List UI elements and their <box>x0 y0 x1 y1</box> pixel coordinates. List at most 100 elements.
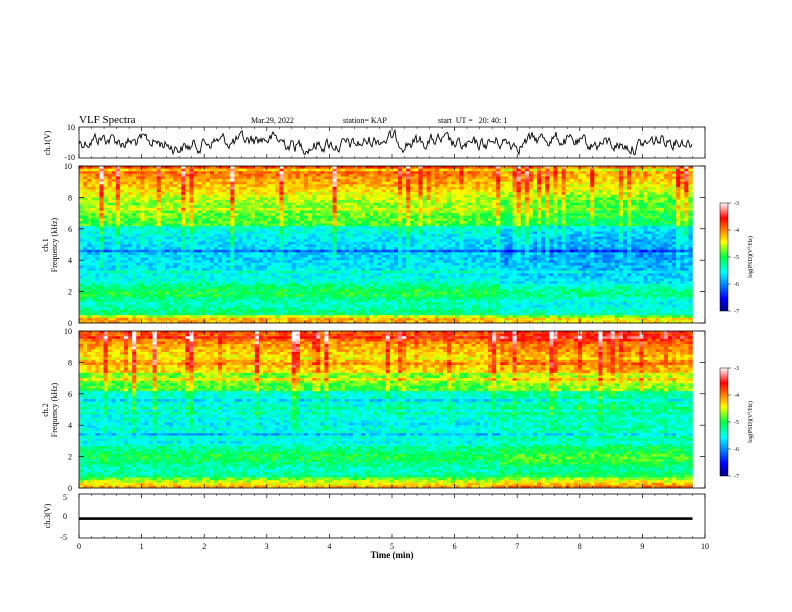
spectrogram-cell <box>385 236 391 240</box>
spectrogram-cell <box>377 252 382 256</box>
spectrogram-cell <box>267 223 272 227</box>
spectrogram-cell <box>238 192 243 196</box>
spectrogram-cell <box>226 281 231 285</box>
spectrogram-cell <box>299 304 305 308</box>
spectrogram-cell <box>91 265 96 269</box>
spectrogram-cell <box>406 200 411 203</box>
spectrogram-cell <box>348 181 354 185</box>
spectrogram-cell <box>242 171 247 175</box>
spectrogram-cell <box>258 181 264 185</box>
spectrogram-cell <box>406 189 411 193</box>
spectrogram-cell <box>213 273 219 277</box>
spectrogram-cell <box>365 220 370 224</box>
spectrogram-cell <box>320 247 325 251</box>
spectrogram-cell <box>275 315 280 319</box>
spectrogram-cell <box>369 302 374 305</box>
spectrogram-cell <box>263 210 268 214</box>
spectrogram-cell <box>263 317 268 321</box>
spectrogram-cell <box>193 257 198 261</box>
spectrogram-cell <box>95 200 100 203</box>
spectrogram-cell <box>295 312 301 316</box>
spectrogram-cell <box>99 171 104 175</box>
spectrogram-cell <box>164 286 170 290</box>
spectrogram-cell <box>254 236 260 240</box>
spectrogram-cell <box>160 254 166 258</box>
spectrogram-cell <box>119 320 125 324</box>
spectrogram-cell <box>197 286 202 290</box>
spectrogram-cell <box>410 181 415 185</box>
spectrogram-cell <box>402 223 407 227</box>
spectrogram-cell <box>377 294 382 298</box>
spectrogram-cell <box>87 262 92 266</box>
spectrogram-cell <box>299 249 305 253</box>
spectrogram-cell <box>308 241 313 245</box>
spectrogram-cell <box>242 236 247 240</box>
spectrogram-cell <box>336 254 342 258</box>
spectrogram-cell <box>132 312 137 316</box>
spectrogram-cell <box>320 239 325 243</box>
spectrogram-cell <box>365 189 370 193</box>
spectrogram-cell <box>398 236 403 240</box>
spectrogram-cell <box>324 171 329 175</box>
spectrogram-cell <box>83 304 88 308</box>
spectrogram-cell <box>164 317 170 321</box>
spectrogram-cell <box>299 286 305 290</box>
spectrogram-cell <box>283 179 288 182</box>
spectrogram-cell <box>213 213 219 217</box>
spectrogram-cell <box>357 247 362 251</box>
spectrogram-cell <box>357 288 362 292</box>
spectrogram-cell <box>230 236 235 240</box>
spectrogram-cell <box>250 231 256 235</box>
spectrogram-cell <box>254 273 260 277</box>
spectrogram-cell <box>173 176 178 180</box>
spectrogram-cell <box>263 192 268 196</box>
spectrogram-cell <box>103 205 108 209</box>
spectrogram-cell <box>181 312 186 316</box>
spectrogram-cell <box>185 228 190 232</box>
spectrogram-cell <box>353 254 358 258</box>
spectrogram-cell <box>299 273 305 277</box>
spectrogram-cell <box>205 186 211 190</box>
spectrogram-cell <box>393 315 399 319</box>
spectrogram-cell <box>271 257 276 261</box>
spectrogram-cell <box>348 231 354 235</box>
spectrogram-cell <box>279 197 284 201</box>
spectrogram-cell <box>95 223 100 227</box>
spectrogram-cell <box>115 275 121 279</box>
spectrogram-cell <box>377 179 382 182</box>
spectrogram-cell <box>83 210 88 214</box>
spectrogram-cell <box>353 189 358 193</box>
spectrogram-cell <box>226 299 231 303</box>
spectrogram-cell <box>324 281 329 285</box>
spectrogram-cell <box>353 184 358 188</box>
spectrogram-cell <box>275 244 280 248</box>
spectrogram-cell <box>123 210 129 214</box>
spectrogram-cell <box>328 181 333 185</box>
spectrogram-cell <box>205 320 211 324</box>
spectrogram-cell <box>189 317 194 321</box>
spectrogram-cell <box>201 181 207 185</box>
spectrogram-cell <box>128 307 133 311</box>
spectrogram-cell <box>410 220 415 224</box>
spectrogram-cell <box>406 315 411 319</box>
spectrogram-cell <box>340 257 346 261</box>
spectrogram-cell <box>197 247 202 251</box>
spectrogram-cell <box>381 247 387 251</box>
spectrogram-cell <box>123 273 129 277</box>
spectrogram-cell <box>197 320 202 324</box>
spectrogram-cell <box>398 291 403 295</box>
spectrogram-cell <box>140 210 145 214</box>
spectrogram-cell <box>140 207 145 211</box>
spectrogram-cell <box>250 210 256 214</box>
spectrogram-cell <box>128 270 133 274</box>
spectrogram-cell <box>283 168 288 172</box>
spectrogram-cell <box>316 231 321 235</box>
spectrogram-cell <box>128 252 133 256</box>
spectrogram-cell <box>381 205 387 209</box>
spectrogram-cell <box>160 231 166 235</box>
spectrogram-cell <box>156 171 162 175</box>
spectrogram-cell <box>324 273 329 277</box>
ch1-spectrogram-heatmap <box>79 166 693 324</box>
spectrogram-cell <box>119 257 125 261</box>
spectrogram-cell <box>312 244 317 248</box>
